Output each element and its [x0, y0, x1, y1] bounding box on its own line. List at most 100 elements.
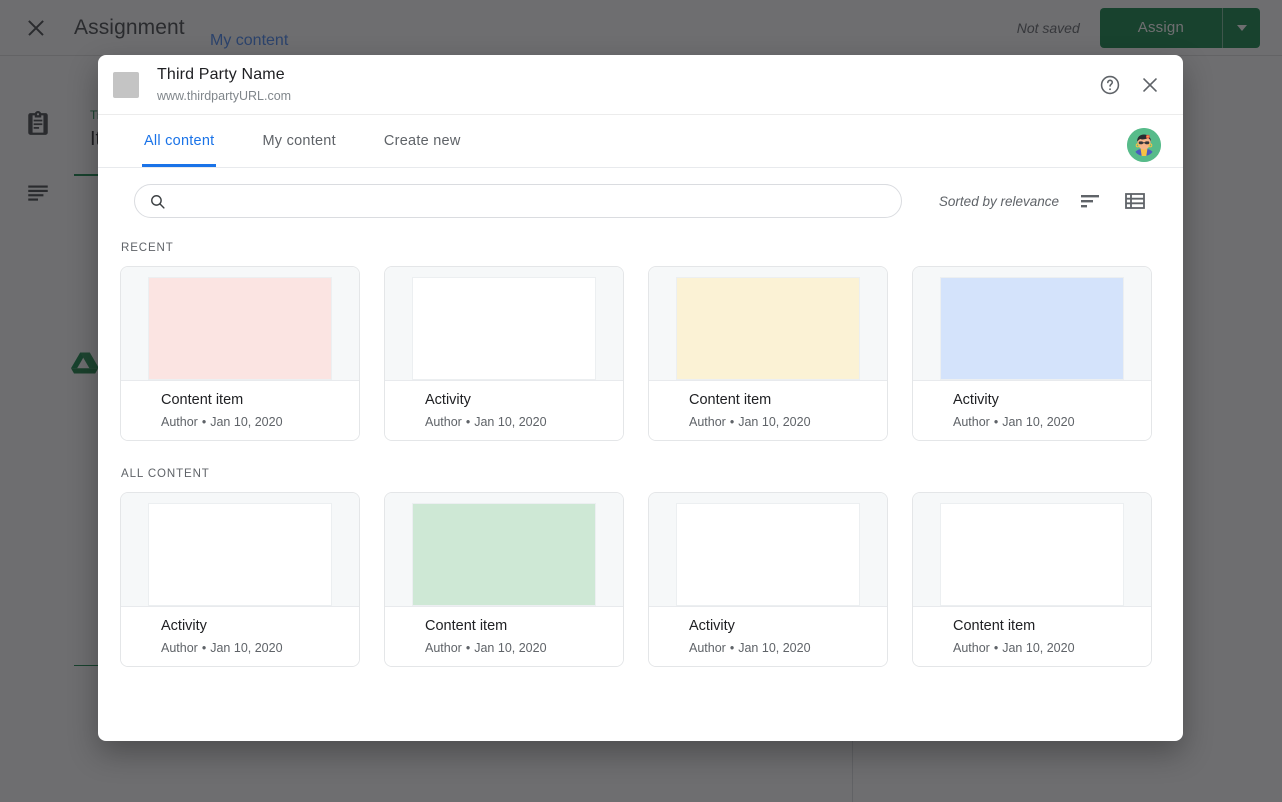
card-thumbnail-sheet: [940, 277, 1124, 380]
card-grid-all-content: Activity Author • Jan 10, 2020 Content ite…: [120, 492, 1161, 667]
view-controls: Sorted by relevance: [939, 189, 1147, 213]
card-author: Author: [161, 641, 198, 655]
card-subtitle: Author • Jan 10, 2020: [689, 640, 887, 657]
card-thumbnail: [649, 493, 887, 606]
dialog-tabs-bar: All content My content Create new: [98, 115, 1183, 168]
card-subtitle: Author • Jan 10, 2020: [953, 640, 1151, 657]
card-grid-recent: Content item Author • Jan 10, 2020 Activit…: [120, 266, 1161, 441]
sort-status-label: Sorted by relevance: [938, 193, 1059, 209]
card-subtitle: Author • Jan 10, 2020: [425, 640, 623, 657]
card-thumbnail: [649, 267, 887, 380]
tab-my-content[interactable]: My content: [238, 115, 359, 167]
content-card[interactable]: Content item Author • Jan 10, 2020: [120, 266, 360, 441]
card-thumbnail-sheet: [412, 277, 596, 380]
card-author: Author: [953, 641, 990, 655]
card-author: Author: [425, 415, 462, 429]
content-card[interactable]: Content item Author • Jan 10, 2020: [648, 266, 888, 441]
close-icon[interactable]: [1137, 72, 1163, 98]
card-separator: •: [465, 415, 471, 429]
card-meta: Activity Author • Jan 10, 2020: [649, 606, 887, 666]
card-author: Author: [425, 641, 462, 655]
card-date: Jan 10, 2020: [474, 415, 547, 429]
card-title: Content item: [425, 618, 508, 634]
card-title: Activity: [689, 618, 735, 634]
third-party-name: Third Party Name: [157, 66, 285, 83]
card-date: Jan 10, 2020: [210, 641, 283, 655]
card-date: Jan 10, 2020: [210, 415, 283, 429]
card-date: Jan 10, 2020: [474, 641, 547, 655]
card-title: Content item: [161, 392, 244, 408]
content-card[interactable]: Content item Author • Jan 10, 2020: [384, 492, 624, 667]
card-title: Activity: [161, 618, 207, 634]
user-avatar[interactable]: [1127, 128, 1161, 162]
card-subtitle: Author • Jan 10, 2020: [953, 414, 1151, 431]
dialog-header-actions: [1097, 72, 1163, 98]
card-meta: Content item Author • Jan 10, 2020: [649, 380, 887, 440]
content-card[interactable]: Content item Author • Jan 10, 2020: [912, 492, 1152, 667]
card-thumbnail-sheet: [148, 503, 332, 606]
card-separator: •: [993, 415, 999, 429]
tab-create-new[interactable]: Create new: [360, 115, 485, 167]
card-title: Content item: [689, 392, 772, 408]
card-separator: •: [729, 415, 735, 429]
card-title: Activity: [953, 392, 999, 408]
third-party-app-icon: [113, 71, 139, 98]
content-card[interactable]: Activity Author • Jan 10, 2020: [384, 266, 624, 441]
content-card[interactable]: Activity Author • Jan 10, 2020: [648, 492, 888, 667]
card-separator: •: [993, 641, 999, 655]
card-title: Activity: [425, 392, 471, 408]
dialog-body: Sorted by relevance RECENT: [98, 168, 1183, 741]
help-circle-icon[interactable]: [1097, 72, 1123, 98]
card-meta: Content item Author • Jan 10, 2020: [913, 606, 1151, 666]
card-thumbnail: [385, 493, 623, 606]
card-thumbnail: [913, 267, 1151, 380]
section-label-all-content: ALL CONTENT: [121, 468, 210, 480]
section-label-recent: RECENT: [121, 242, 174, 254]
card-thumbnail: [385, 267, 623, 380]
content-card[interactable]: Activity Author • Jan 10, 2020: [912, 266, 1152, 441]
content-card[interactable]: Activity Author • Jan 10, 2020: [120, 492, 360, 667]
card-author: Author: [689, 415, 726, 429]
card-thumbnail-sheet: [676, 503, 860, 606]
list-view-icon[interactable]: [1123, 189, 1147, 213]
card-meta: Activity Author • Jan 10, 2020: [385, 380, 623, 440]
card-author: Author: [161, 415, 198, 429]
sort-descending-icon[interactable]: [1079, 189, 1103, 213]
card-separator: •: [201, 415, 207, 429]
card-separator: •: [465, 641, 471, 655]
card-thumbnail: [121, 267, 359, 380]
card-meta: Content item Author • Jan 10, 2020: [121, 380, 359, 440]
third-party-picker-dialog: Third Party Name www.thirdpartyURL.com A…: [98, 55, 1183, 741]
search-icon: [151, 194, 165, 209]
card-thumbnail-sheet: [676, 277, 860, 380]
card-meta: Activity Author • Jan 10, 2020: [913, 380, 1151, 440]
card-subtitle: Author • Jan 10, 2020: [161, 414, 359, 431]
card-separator: •: [201, 641, 207, 655]
card-meta: Activity Author • Jan 10, 2020: [121, 606, 359, 666]
card-separator: •: [729, 641, 735, 655]
card-author: Author: [689, 641, 726, 655]
dialog-header-text: Third Party Name www.thirdpartyURL.com: [157, 65, 291, 104]
card-date: Jan 10, 2020: [1002, 641, 1075, 655]
card-subtitle: Author • Jan 10, 2020: [425, 414, 623, 431]
card-thumbnail-sheet: [940, 503, 1124, 606]
card-meta: Content item Author • Jan 10, 2020: [385, 606, 623, 666]
tab-all-content[interactable]: All content: [120, 115, 238, 167]
card-date: Jan 10, 2020: [1002, 415, 1075, 429]
card-title: Content item: [953, 618, 1036, 634]
search-input[interactable]: [178, 193, 887, 209]
card-date: Jan 10, 2020: [738, 641, 811, 655]
card-subtitle: Author • Jan 10, 2020: [689, 414, 887, 431]
dialog-header: Third Party Name www.thirdpartyURL.com: [98, 55, 1183, 115]
card-thumbnail-sheet: [412, 503, 596, 606]
dialog-tabs: All content My content Create new: [120, 115, 485, 167]
search-field[interactable]: [134, 184, 902, 218]
card-thumbnail: [913, 493, 1151, 606]
card-subtitle: Author • Jan 10, 2020: [161, 640, 359, 657]
card-date: Jan 10, 2020: [738, 415, 811, 429]
card-author: Author: [953, 415, 990, 429]
search-toolbar: Sorted by relevance: [120, 168, 1161, 234]
third-party-url: www.thirdpartyURL.com: [157, 89, 292, 103]
card-thumbnail-sheet: [148, 277, 332, 380]
card-thumbnail: [121, 493, 359, 606]
